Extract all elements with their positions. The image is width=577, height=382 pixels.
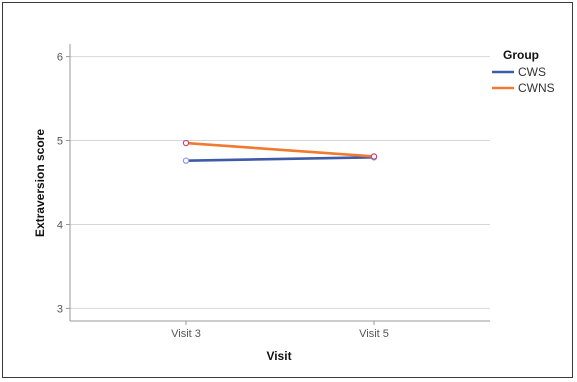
y-tick-label: 4 <box>57 219 63 231</box>
legend: Group CWS CWNS <box>492 48 555 95</box>
point-cwns-visit-5 <box>370 153 378 160</box>
point-cwns-visit-3 <box>182 139 190 147</box>
point-cws-visit-3 <box>182 157 190 164</box>
x-tick-label: Visit 3 <box>171 328 201 340</box>
x-ticks: Visit 3 Visit 5 <box>171 321 389 340</box>
legend-title: Group <box>503 48 539 62</box>
legend-label-cwns: CWNS <box>518 81 555 95</box>
y-ticks: 3 4 5 6 <box>57 52 70 315</box>
y-tick-label: 5 <box>57 136 63 148</box>
legend-label-cws: CWS <box>518 65 546 79</box>
series-line-cws <box>185 156 375 162</box>
axes <box>69 44 490 322</box>
x-axis-title: Visit <box>266 349 291 363</box>
series-line-cwns <box>185 141 375 158</box>
y-axis-title: Extraversion score <box>33 129 47 237</box>
x-tick-label: Visit 5 <box>359 328 389 340</box>
series-group <box>182 139 378 164</box>
gridlines <box>70 56 490 309</box>
chart-frame <box>2 2 573 378</box>
y-tick-label: 6 <box>57 52 63 64</box>
y-tick-label: 3 <box>57 303 63 315</box>
